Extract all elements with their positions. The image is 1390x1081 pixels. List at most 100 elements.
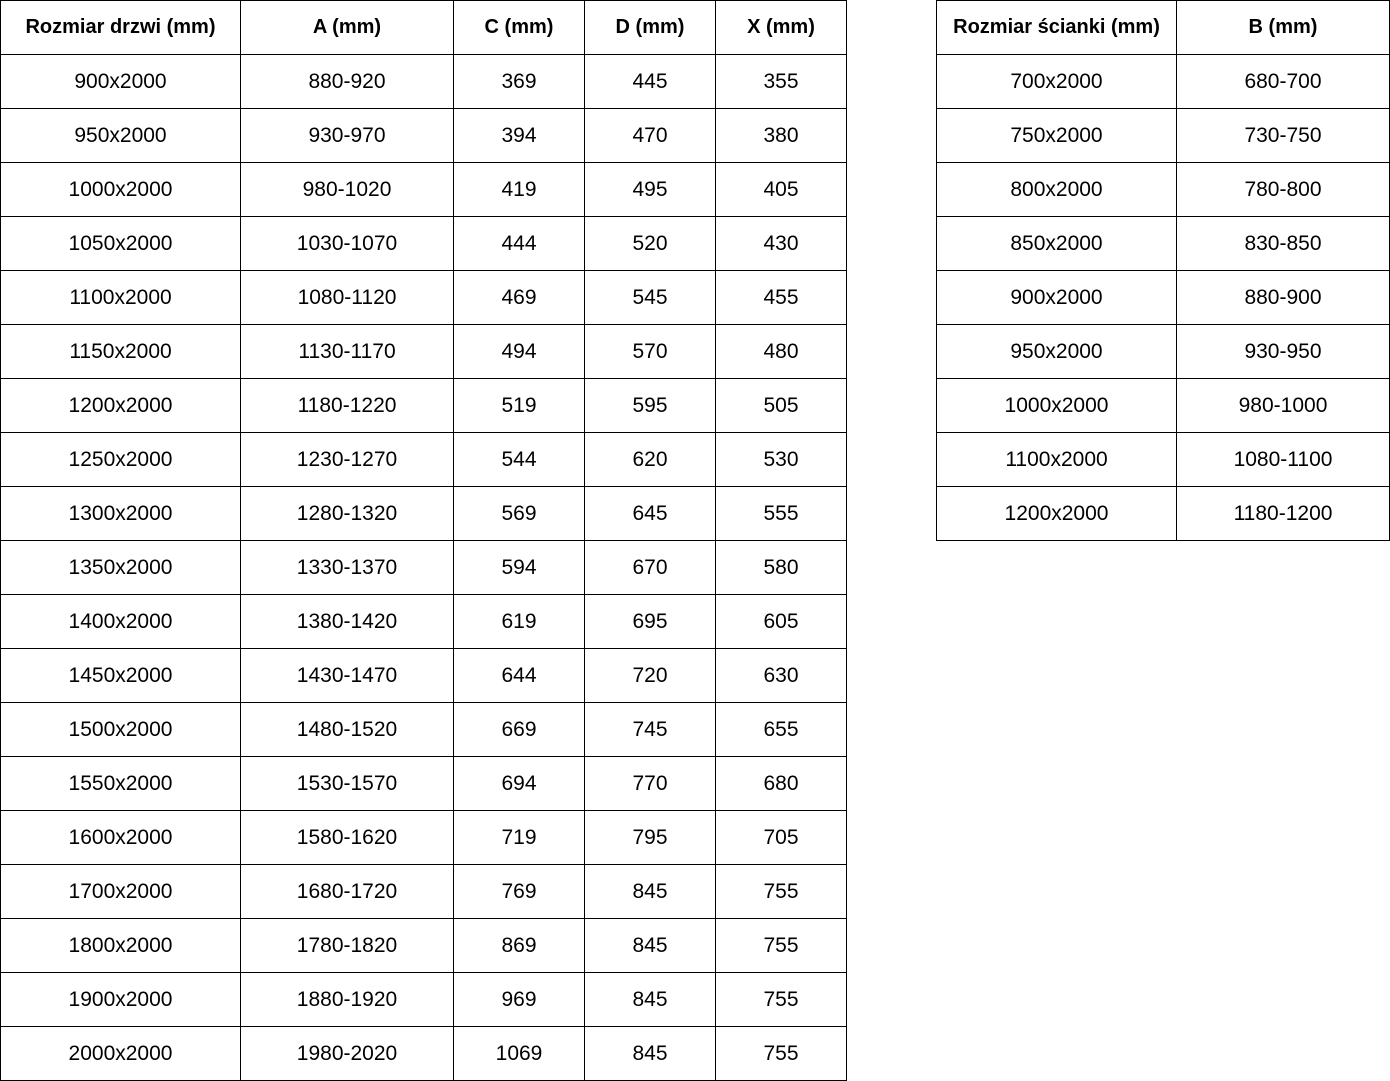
- table-cell: 519: [453, 378, 585, 433]
- table-cell: 1069: [453, 1026, 585, 1081]
- table-cell: 545: [584, 270, 716, 325]
- table-row: 1550x2000 1530-1570 694 770 680: [0, 756, 847, 811]
- table-row: 1200x2000 1180-1220 519 595 505: [0, 378, 847, 433]
- table-cell: 1000x2000: [936, 378, 1177, 433]
- table-cell: 505: [715, 378, 847, 433]
- table-cell: 930-950: [1176, 324, 1390, 379]
- table-cell: 1550x2000: [0, 756, 241, 811]
- table-cell: 845: [584, 918, 716, 973]
- table-cell: 670: [584, 540, 716, 595]
- table-row: 1900x2000 1880-1920 969 845 755: [0, 972, 847, 1027]
- table-cell: 455: [715, 270, 847, 325]
- table-cell: 880-920: [240, 54, 454, 109]
- table-cell: 469: [453, 270, 585, 325]
- table-cell: 595: [584, 378, 716, 433]
- table-cell: 620: [584, 432, 716, 487]
- wall-size-table: Rozmiar ścianki (mm) B (mm) 700x2000 680-70…: [936, 0, 1390, 541]
- table-cell: 830-850: [1176, 216, 1390, 271]
- table-cell: 1380-1420: [240, 594, 454, 649]
- table-cell: 445: [584, 54, 716, 109]
- table-cell: 1450x2000: [0, 648, 241, 703]
- table-cell: 694: [453, 756, 585, 811]
- table-cell: 555: [715, 486, 847, 541]
- table-cell: 755: [715, 918, 847, 973]
- table-row: 1450x2000 1430-1470 644 720 630: [0, 648, 847, 703]
- table-cell: 1780-1820: [240, 918, 454, 973]
- table-row: 1150x2000 1130-1170 494 570 480: [0, 324, 847, 379]
- table-cell: 530: [715, 432, 847, 487]
- column-header: D (mm): [584, 0, 716, 55]
- table-row: 700x2000 680-700: [936, 54, 1390, 109]
- table-cell: 845: [584, 1026, 716, 1081]
- table-row: 1100x2000 1080-1120 469 545 455: [0, 270, 847, 325]
- table-cell: 770: [584, 756, 716, 811]
- table-cell: 1530-1570: [240, 756, 454, 811]
- table-cell: 680-700: [1176, 54, 1390, 109]
- table-row: 1000x2000 980-1000: [936, 378, 1390, 433]
- table-cell: 1130-1170: [240, 324, 454, 379]
- table-cell: 419: [453, 162, 585, 217]
- column-header: Rozmiar drzwi (mm): [0, 0, 241, 55]
- table-cell: 755: [715, 972, 847, 1027]
- table-cell: 980-1020: [240, 162, 454, 217]
- table-cell: 1330-1370: [240, 540, 454, 595]
- table-cell: 355: [715, 54, 847, 109]
- table-cell: 470: [584, 108, 716, 163]
- table-cell: 605: [715, 594, 847, 649]
- table-cell: 655: [715, 702, 847, 757]
- table-cell: 1080-1120: [240, 270, 454, 325]
- table-cell: 700x2000: [936, 54, 1177, 109]
- table-row: 850x2000 830-850: [936, 216, 1390, 271]
- table-cell: 1500x2000: [0, 702, 241, 757]
- table-row: 1100x2000 1080-1100: [936, 432, 1390, 487]
- table-cell: 1100x2000: [0, 270, 241, 325]
- table-cell: 1800x2000: [0, 918, 241, 973]
- table-cell: 1400x2000: [0, 594, 241, 649]
- table-row: 1350x2000 1330-1370 594 670 580: [0, 540, 847, 595]
- table-cell: 780-800: [1176, 162, 1390, 217]
- table-cell: 644: [453, 648, 585, 703]
- table-row: 1050x2000 1030-1070 444 520 430: [0, 216, 847, 271]
- table-cell: 2000x2000: [0, 1026, 241, 1081]
- table-cell: 1200x2000: [0, 378, 241, 433]
- table-cell: 1180-1200: [1176, 486, 1390, 541]
- table-cell: 730-750: [1176, 108, 1390, 163]
- table-cell: 444: [453, 216, 585, 271]
- table-row: 1300x2000 1280-1320 569 645 555: [0, 486, 847, 541]
- table-cell: 619: [453, 594, 585, 649]
- table-cell: 1030-1070: [240, 216, 454, 271]
- table-cell: 755: [715, 864, 847, 919]
- table-cell: 1250x2000: [0, 432, 241, 487]
- table-cell: 1150x2000: [0, 324, 241, 379]
- table-cell: 669: [453, 702, 585, 757]
- table-cell: 1600x2000: [0, 810, 241, 865]
- table-cell: 900x2000: [936, 270, 1177, 325]
- table-cell: 930-970: [240, 108, 454, 163]
- table-cell: 495: [584, 162, 716, 217]
- table-cell: 869: [453, 918, 585, 973]
- table-cell: 394: [453, 108, 585, 163]
- table-cell: 1980-2020: [240, 1026, 454, 1081]
- table-cell: 580: [715, 540, 847, 595]
- table-cell: 570: [584, 324, 716, 379]
- table-row: 2000x2000 1980-2020 1069 845 755: [0, 1026, 847, 1081]
- table-cell: 1180-1220: [240, 378, 454, 433]
- table-cell: 1080-1100: [1176, 432, 1390, 487]
- table-cell: 880-900: [1176, 270, 1390, 325]
- table-cell: 1000x2000: [0, 162, 241, 217]
- header-row: Rozmiar drzwi (mm) A (mm) C (mm) D (mm) X (m…: [0, 0, 847, 55]
- table-row: 1200x2000 1180-1200: [936, 486, 1390, 541]
- table-cell: 755: [715, 1026, 847, 1081]
- table-row: 900x2000 880-920 369 445 355: [0, 54, 847, 109]
- table-cell: 769: [453, 864, 585, 919]
- table-cell: 705: [715, 810, 847, 865]
- column-header: Rozmiar ścianki (mm): [936, 0, 1177, 55]
- table-cell: 845: [584, 972, 716, 1027]
- table-cell: 980-1000: [1176, 378, 1390, 433]
- column-header: A (mm): [240, 0, 454, 55]
- table-cell: 1300x2000: [0, 486, 241, 541]
- door-size-table: Rozmiar drzwi (mm) A (mm) C (mm) D (mm) X (m…: [0, 0, 847, 1081]
- table-cell: 1900x2000: [0, 972, 241, 1027]
- table-row: 900x2000 880-900: [936, 270, 1390, 325]
- table-cell: 1050x2000: [0, 216, 241, 271]
